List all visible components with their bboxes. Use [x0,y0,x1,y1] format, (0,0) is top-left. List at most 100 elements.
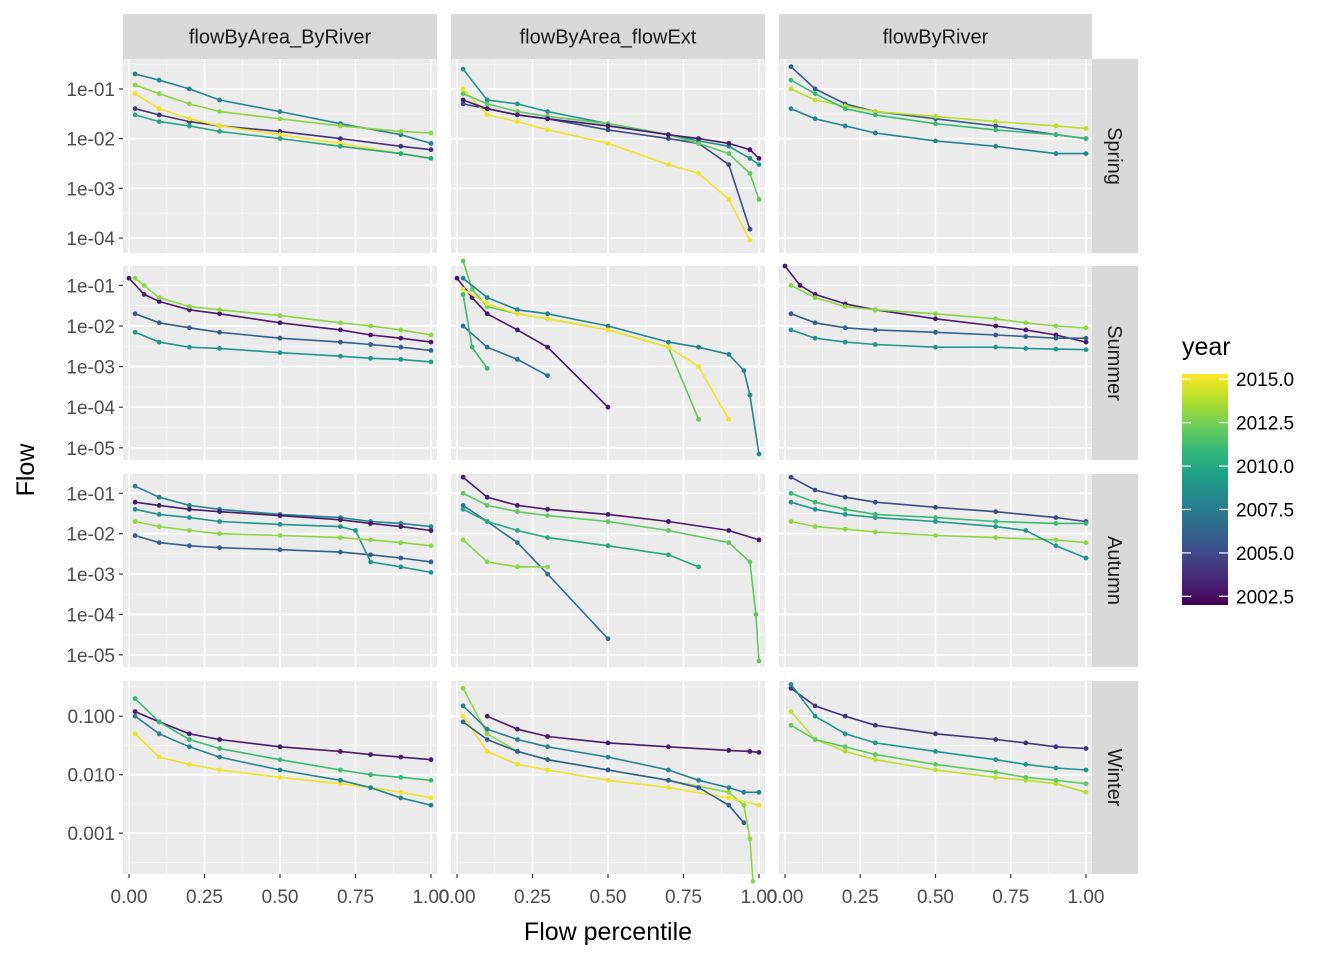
data-point [812,295,818,300]
data-point [842,526,848,532]
data-point [187,543,192,549]
data-point [515,109,520,114]
data-point [428,141,434,146]
data-point [1083,767,1089,773]
series-line [460,490,762,664]
data-point [132,311,138,317]
y-tick-label: 1e-02 [66,130,115,151]
data-point [484,559,490,565]
data-point [1053,777,1059,783]
data-point [756,802,762,808]
data-point [756,658,762,664]
series-line [460,703,762,795]
data-point [515,509,520,515]
x-tick-label: 0.50 [917,887,954,908]
data-point [484,101,490,107]
colorbar [1182,374,1228,605]
x-tick-label: 0.50 [262,887,299,908]
data-point [187,503,192,508]
data-point [872,499,878,505]
data-point [187,515,192,520]
data-point [756,197,762,202]
data-point [156,494,162,500]
series-path [790,79,1087,140]
x-tick-label: 0.25 [842,887,879,908]
series-line [132,311,434,353]
series-line [460,503,611,642]
series-line [132,82,434,136]
data-point [398,524,404,529]
data-point [515,749,520,754]
data-point [187,744,192,750]
data-point [872,757,878,763]
series-path [462,476,760,541]
data-point [126,275,132,281]
data-point [812,487,818,493]
data-point [993,535,999,540]
x-axis-title: Flow percentile [524,918,692,946]
data-point [696,564,701,570]
series-line [460,713,762,808]
data-point [726,528,732,533]
data-point [605,754,611,760]
facet-grid: flowByArea_ByRiver flowByArea_flowExt flow… [66,14,1138,908]
data-point [605,512,611,517]
data-point [1053,151,1059,157]
data-point [156,299,162,304]
data-point [338,327,343,333]
data-point [368,537,373,543]
data-point [132,519,138,524]
data-point [484,519,490,524]
data-point [217,737,223,742]
data-point [156,320,162,326]
data-point [277,744,283,750]
data-point [993,143,999,149]
x-tick-label: 1.00 [412,887,449,908]
data-point [726,197,732,202]
data-point [217,531,223,537]
data-point [132,533,138,538]
data-point [993,323,999,329]
data-point [132,483,138,489]
data-point [277,774,283,780]
x-tick-label: 1.00 [740,887,777,908]
data-point [605,404,611,410]
data-point [398,754,404,760]
data-point [156,731,162,737]
y-tick-label: 1e-05 [66,439,115,460]
data-point [484,726,490,732]
colorbar-label: 2012.5 [1236,414,1294,435]
data-point [156,295,162,300]
facet-row-label: Winter [1103,749,1125,807]
data-point [1083,347,1089,353]
data-point [484,737,490,742]
y-tick-label: 1e-03 [66,565,115,586]
data-point [605,543,611,549]
data-point [368,342,373,347]
x-tick-label: 0.00 [767,887,804,908]
data-point [132,82,138,88]
data-point [368,785,373,790]
series-line [788,685,1089,751]
series-line [460,323,550,378]
series-line [454,275,611,410]
data-point [460,474,466,480]
data-point [726,748,732,753]
series-path [134,277,432,336]
data-point [666,162,671,168]
series-path [462,492,760,662]
data-point [696,777,701,783]
data-point [666,767,671,773]
y-tick-label: 1e-05 [66,646,115,667]
colorbar-label: 2007.5 [1236,500,1294,521]
data-point [872,342,878,347]
data-point [696,136,701,142]
data-point [842,749,848,754]
data-point [484,494,490,500]
data-point [842,106,848,112]
series-path [462,715,760,806]
facet-strip-right [1092,474,1138,667]
data-point [515,737,520,742]
series-line [788,86,1089,131]
data-point [217,129,223,134]
